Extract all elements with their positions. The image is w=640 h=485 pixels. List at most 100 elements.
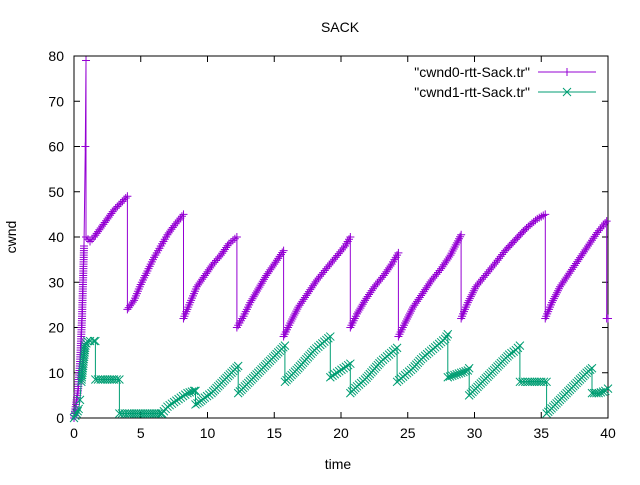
data-point	[147, 257, 156, 266]
data-point	[291, 309, 300, 318]
data-point	[530, 377, 539, 387]
data-point	[463, 366, 473, 375]
data-point	[245, 300, 254, 309]
legend-label-2: "cwnd1-rtt-Sack.tr"	[414, 84, 530, 100]
data-point	[189, 386, 199, 396]
data-point	[73, 406, 83, 416]
data-point	[346, 323, 355, 332]
y-tick-label: 0	[56, 410, 64, 426]
legend-marker-1	[563, 68, 571, 76]
data-point	[113, 202, 122, 211]
data-point	[91, 336, 100, 346]
data-point	[515, 341, 525, 350]
data-point	[451, 240, 460, 249]
x-tick-label: 15	[266, 425, 282, 441]
plot-frame	[73, 55, 609, 419]
data-point	[525, 377, 535, 387]
data-point	[539, 377, 549, 387]
data-point	[75, 395, 85, 405]
data-point	[280, 330, 289, 339]
data-point	[147, 409, 157, 418]
data-point	[120, 195, 129, 204]
legend-label-1: "cwnd0-rtt-Sack.tr"	[414, 64, 530, 80]
data-point	[345, 359, 355, 369]
y-tick-label: 30	[48, 274, 64, 290]
data-point	[280, 341, 290, 350]
data-point	[74, 404, 84, 414]
chart-legend: "cwnd0-rtt-Sack.tr" "cwnd1-rtt-Sack.tr"	[414, 64, 596, 100]
data-point	[174, 394, 183, 404]
data-point	[386, 262, 395, 271]
data-point	[143, 409, 152, 418]
data-point	[143, 266, 152, 275]
y-tick-label: 10	[48, 365, 64, 381]
data-point	[103, 375, 112, 384]
data-point	[179, 210, 188, 219]
data-point	[282, 325, 291, 334]
data-point	[224, 239, 233, 248]
data-point	[248, 294, 257, 303]
data-point	[105, 375, 114, 384]
data-point	[134, 409, 143, 418]
data-point	[587, 388, 597, 398]
plot-area: 0 5 10 15 20 25 30 35 40 0 10 20 30 40 50 60 70 80	[48, 48, 616, 441]
data-point	[246, 298, 255, 307]
x-tick-label: 35	[533, 425, 549, 441]
data-point	[232, 233, 241, 241]
data-point	[100, 375, 110, 384]
y-tick-label: 80	[48, 48, 64, 64]
data-point	[278, 248, 287, 257]
data-point	[247, 296, 256, 305]
data-point	[532, 377, 542, 387]
data-point	[392, 343, 402, 353]
x-axis-label: time	[325, 456, 352, 472]
y-axis-label: cwnd	[3, 221, 19, 254]
data-point	[602, 217, 611, 226]
data-point	[230, 234, 239, 243]
data-point	[129, 409, 139, 418]
data-point	[401, 318, 410, 327]
data-point	[541, 210, 550, 219]
data-point	[96, 375, 106, 384]
data-point	[89, 336, 99, 346]
data-point	[128, 298, 137, 307]
data-point	[325, 332, 335, 341]
data-point	[355, 306, 364, 315]
data-point	[176, 393, 186, 402]
data-point	[357, 302, 366, 311]
data-point	[259, 275, 268, 284]
x-tick-label: 30	[467, 425, 483, 441]
data-point	[465, 294, 474, 303]
data-point	[332, 368, 342, 378]
series-line-1	[73, 60, 608, 419]
data-point	[125, 409, 134, 418]
x-tick-label: 10	[200, 425, 216, 441]
data-point	[358, 300, 367, 309]
data-point	[98, 375, 108, 384]
data-point	[334, 366, 344, 376]
data-point	[165, 400, 175, 410]
x-tick-label: 5	[137, 425, 145, 441]
data-point	[212, 256, 221, 265]
y-tick-label: 40	[48, 229, 64, 245]
data-point	[603, 384, 613, 393]
data-point	[123, 409, 132, 418]
data-point	[145, 262, 154, 271]
data-point	[289, 313, 298, 322]
data-point	[287, 316, 296, 325]
data-point	[154, 409, 163, 418]
data-point	[406, 309, 415, 318]
data-point	[397, 325, 406, 334]
data-point	[127, 409, 137, 418]
data-point	[407, 307, 416, 316]
data-point	[180, 390, 190, 399]
data-point	[535, 213, 544, 222]
data-point	[395, 330, 404, 339]
data-point	[447, 249, 456, 258]
data-point	[551, 290, 560, 299]
data-point	[228, 236, 237, 245]
data-point	[469, 286, 478, 295]
data-point	[251, 288, 260, 297]
y-tick-label: 20	[48, 320, 64, 336]
